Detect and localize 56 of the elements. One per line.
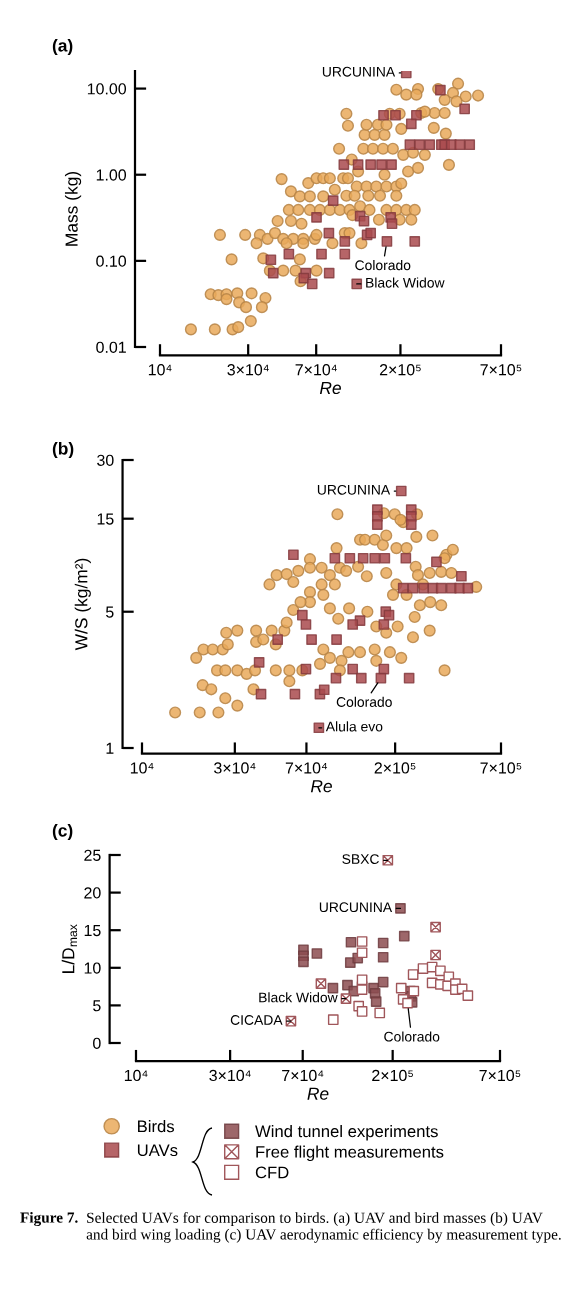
y-axis-title: L/D$_{max}$ xyxy=(61,924,78,973)
annotation: URCUNINA xyxy=(319,902,393,913)
annotation: URCUNINA xyxy=(322,66,396,77)
y-tick-label: 1.00 xyxy=(96,169,127,181)
x-tick-label: 3×10⁴ xyxy=(214,762,256,774)
y-tick-label: 30 xyxy=(97,454,114,466)
x-tick-label: 10⁴ xyxy=(124,1069,148,1082)
y-tick-label: 1 xyxy=(106,742,114,754)
x-axis-title: Re xyxy=(319,381,341,395)
y-tick-label: 15 xyxy=(84,925,101,937)
annotation: SBXC xyxy=(342,854,379,864)
x-tick-label: 7×10⁵ xyxy=(479,1069,521,1082)
x-tick-label: 2×10⁵ xyxy=(379,364,421,376)
y-tick-label: 0.10 xyxy=(96,255,127,267)
legend-label: Wind tunnel experiments xyxy=(255,1125,438,1141)
x-tick-label: 7×10⁴ xyxy=(295,364,337,376)
x-tick-label: 10⁴ xyxy=(130,762,154,774)
legend-label: Free flight measurements xyxy=(256,1145,444,1162)
y-tick-label: 5 xyxy=(93,1000,101,1012)
chart-title: (c) xyxy=(52,823,73,841)
y-tick-label: 5 xyxy=(105,606,114,618)
annotation: Colorado xyxy=(384,1031,440,1042)
y-tick-label: 25 xyxy=(84,849,101,861)
x-axis-title: Re xyxy=(310,780,332,793)
x-tick-label: 7×10⁴ xyxy=(282,1069,324,1082)
text: Selected UAVs for comparison to birds. (a) UAV and bird masses (b) UAV and bird wing loading (c) UAV aerodynamic efficiency by measurement type. xyxy=(86,1212,561,1243)
chart-title: (b) xyxy=(52,441,74,459)
x-tick-label: 3×10⁴ xyxy=(209,1069,251,1082)
annotation: Alula evo xyxy=(325,721,383,732)
legend-label: UAVs xyxy=(137,1144,178,1157)
x-tick-label: 2×10⁵ xyxy=(374,762,416,774)
x-tick-label: 3×10⁴ xyxy=(227,364,269,376)
legend-label: Birds xyxy=(138,1120,175,1133)
annotation: URCUNINA xyxy=(317,484,391,495)
x-tick-label: 7×10⁵ xyxy=(480,762,522,774)
x-tick-label: 2×10⁵ xyxy=(372,1069,413,1082)
y-tick-label: 0.01 xyxy=(96,341,126,353)
y-tick-label: 20 xyxy=(84,887,101,899)
y-tick-label: 15 xyxy=(97,513,114,525)
legend-label: CFD xyxy=(255,1166,289,1179)
x-tick-label: 7×10⁵ xyxy=(480,364,522,376)
chart-title: (a) xyxy=(52,38,73,56)
caption: Figure 7. xyxy=(20,1212,78,1226)
y-axis-title: Mass (kg) xyxy=(64,171,82,246)
x-tick-label: 7×10⁴ xyxy=(285,762,328,774)
annotation: Black Widow xyxy=(259,992,338,1003)
y-tick-label: 0 xyxy=(93,1037,101,1049)
x-axis-title: Re xyxy=(307,1087,329,1100)
y-tick-label: 10.00 xyxy=(87,83,127,95)
annotation: CICADA xyxy=(230,1015,283,1025)
annotation: Colorado xyxy=(336,696,392,707)
annotation: Black Widow xyxy=(366,277,445,288)
x-tick-label: 10⁴ xyxy=(148,364,172,376)
y-axis-title: W/S (kg/m²) xyxy=(74,558,91,651)
annotation: Colorado xyxy=(355,259,411,271)
y-tick-label: 10 xyxy=(84,962,101,974)
